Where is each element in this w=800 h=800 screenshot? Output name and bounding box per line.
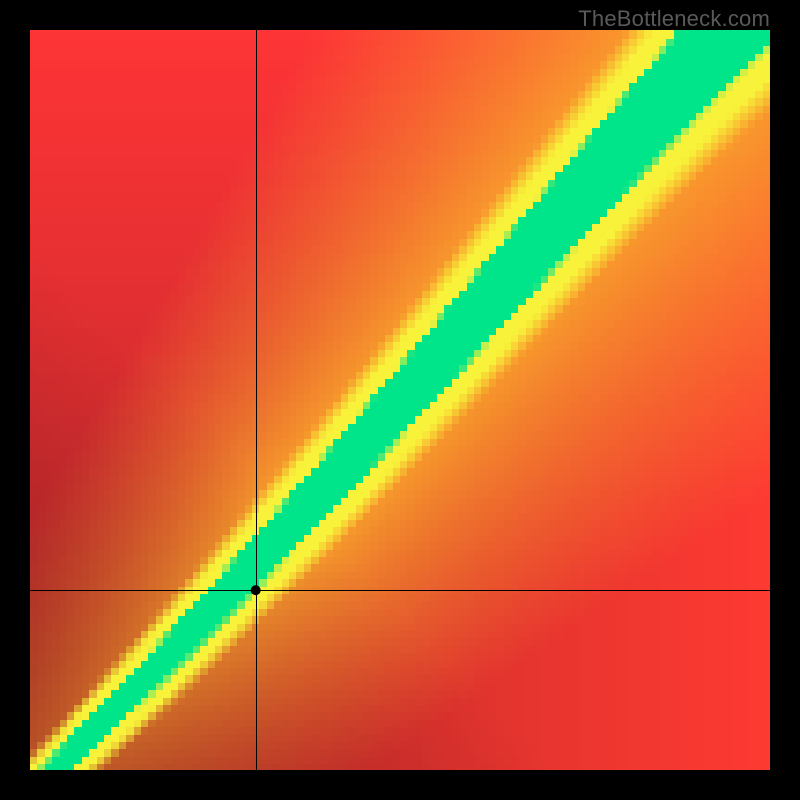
plot-area: [30, 30, 770, 770]
bottleneck-heatmap: [30, 30, 770, 770]
stage: TheBottleneck.com: [0, 0, 800, 800]
watermark-label: TheBottleneck.com: [578, 6, 770, 32]
